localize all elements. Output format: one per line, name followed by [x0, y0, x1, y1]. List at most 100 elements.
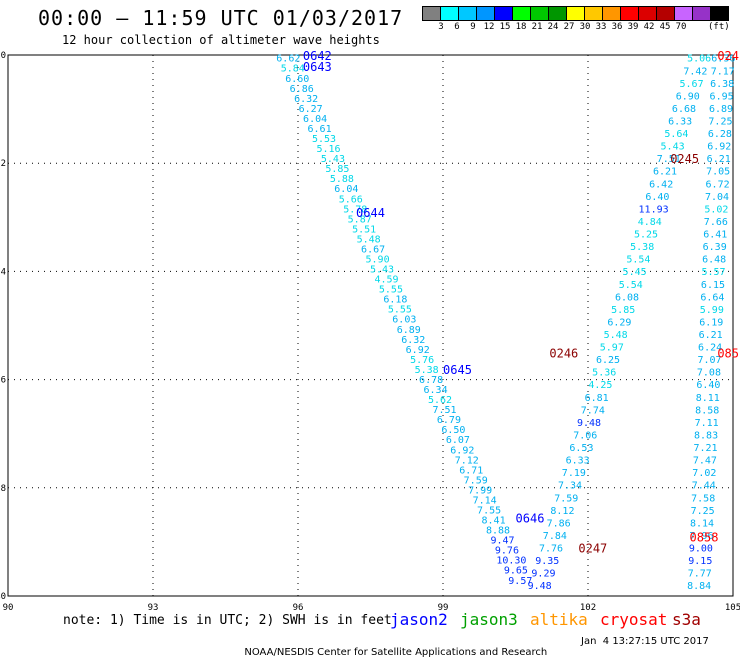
swh-value: 7.99	[468, 485, 492, 496]
swh-value: 5.67	[680, 79, 704, 90]
y-tick-label: -36	[0, 376, 6, 386]
y-tick-label: -38	[0, 484, 6, 494]
swh-value: 6.90	[676, 91, 700, 102]
swh-value: 7.66	[704, 217, 728, 228]
time-label: 0642	[303, 49, 332, 63]
color-scale-label: 9	[470, 22, 476, 32]
swh-value: 5.54	[619, 280, 643, 291]
swh-value: 7.21	[693, 443, 717, 454]
swh-value: 9.57	[508, 576, 532, 587]
color-scale-unit: (ft)	[708, 22, 730, 32]
swh-value: 6.92	[450, 445, 474, 456]
swh-value: 5.38	[415, 365, 439, 376]
legend-altika: altika	[530, 610, 588, 629]
time-label: 024	[717, 49, 739, 63]
swh-value: 7.02	[692, 468, 716, 479]
swh-value: 7.51	[657, 154, 681, 165]
swh-value: 6.81	[585, 393, 609, 404]
swh-value: 7.55	[477, 505, 501, 516]
time-label: 0246	[549, 347, 578, 361]
footer: NOAA/NESDIS Center for Satellite Applica…	[238, 636, 709, 669]
swh-value: 5.78	[343, 204, 367, 215]
swh-value: 7.19	[562, 468, 586, 479]
swh-value: 6.67	[361, 244, 385, 255]
legend-s3a: s3a	[672, 610, 701, 629]
x-tick-label: 96	[293, 603, 304, 613]
y-tick-label: -34	[0, 267, 6, 277]
swh-value: 6.92	[406, 345, 430, 356]
legend-jason3: jason3	[460, 610, 518, 629]
swh-value: 9.76	[495, 546, 519, 557]
swh-value: 5.85	[611, 305, 635, 316]
swh-value: 6.50	[441, 425, 465, 436]
swh-value: 9.48	[528, 581, 552, 592]
swh-value: 6.32	[401, 335, 425, 346]
swh-value: 5.54	[626, 255, 650, 266]
swh-value: 9.15	[688, 556, 712, 567]
swh-value: 5.16	[316, 144, 340, 155]
swh-value: 5.02	[704, 204, 728, 215]
time-label: 0644	[356, 206, 385, 220]
color-scale-label: 15	[499, 22, 511, 32]
swh-value: 5.43	[661, 142, 685, 153]
color-scale-label: 36	[611, 22, 623, 32]
swh-value: 5.55	[388, 305, 412, 316]
swh-value: 6.07	[446, 435, 470, 446]
swh-value: 7.77	[688, 569, 712, 580]
swh-value: 7.12	[455, 455, 479, 466]
swh-value: 5.43	[321, 154, 345, 165]
swh-value: 7.59	[464, 475, 488, 486]
swh-value: 7.44	[692, 481, 716, 492]
chart-subtitle: 12 hour collection of altimeter wave hei…	[62, 33, 380, 47]
swh-value: 7.51	[432, 405, 456, 416]
swh-value: 7.06	[573, 430, 597, 441]
swh-value: 9.47	[490, 536, 514, 547]
swh-value: 7.84	[543, 531, 567, 542]
swh-value: 6.04	[334, 184, 358, 195]
time-label: 085	[717, 347, 739, 361]
swh-value: 6.78	[419, 375, 443, 386]
swh-value: 6.71	[459, 465, 483, 476]
swh-value: 5.64	[664, 129, 688, 140]
y-tick-label: -40	[0, 592, 6, 602]
swh-value: 5.55	[379, 285, 403, 296]
swh-value: 8.58	[695, 405, 719, 416]
swh-value: 8.14	[690, 518, 714, 529]
swh-value: 5.48	[604, 330, 628, 341]
color-scale-label: 42	[643, 22, 655, 32]
swh-value: 6.95	[710, 91, 734, 102]
color-scale-label: 18	[515, 22, 527, 32]
time-label: 0643	[303, 60, 332, 74]
swh-value: 7.08	[697, 368, 721, 379]
swh-value: 6.60	[285, 74, 309, 85]
color-scale-label: 24	[547, 22, 559, 32]
x-tick-label: 102	[580, 603, 596, 613]
swh-value: 6.24	[698, 343, 722, 354]
time-label: 0858	[690, 530, 719, 544]
x-tick-label: 93	[148, 603, 159, 613]
swh-value: 6.38	[710, 79, 734, 90]
time-label: 0645	[443, 363, 472, 377]
swh-value: 6.34	[424, 385, 448, 396]
swh-value: 6.39	[703, 242, 727, 253]
note-text: note: 1) Time is in UTC; 2) SWH is in fe…	[63, 613, 392, 628]
swh-value: 6.21	[653, 167, 677, 178]
color-scale-label: 12	[483, 22, 495, 32]
swh-value: 6.19	[699, 317, 723, 328]
y-tick-label: -32	[0, 159, 6, 169]
swh-value: 6.32	[294, 94, 318, 105]
swh-value: 11.93	[639, 204, 669, 215]
footer-timestamp: Jan 4 13:27:15 UTC 2017	[581, 636, 709, 647]
swh-value: 7.42	[683, 66, 707, 77]
swh-value: 7.34	[558, 481, 582, 492]
swh-value: 9.00	[689, 544, 713, 555]
time-label: 0247	[578, 541, 607, 555]
swh-value: 7.76	[539, 544, 563, 555]
color-scale-label: 70	[675, 22, 687, 32]
legend-cryosat: cryosat	[600, 610, 668, 629]
swh-value: 5.99	[700, 305, 724, 316]
color-scale	[422, 6, 729, 21]
swh-value: 7.25	[708, 116, 732, 127]
swh-value: 6.62	[276, 54, 300, 65]
time-label: 0646	[516, 512, 545, 526]
